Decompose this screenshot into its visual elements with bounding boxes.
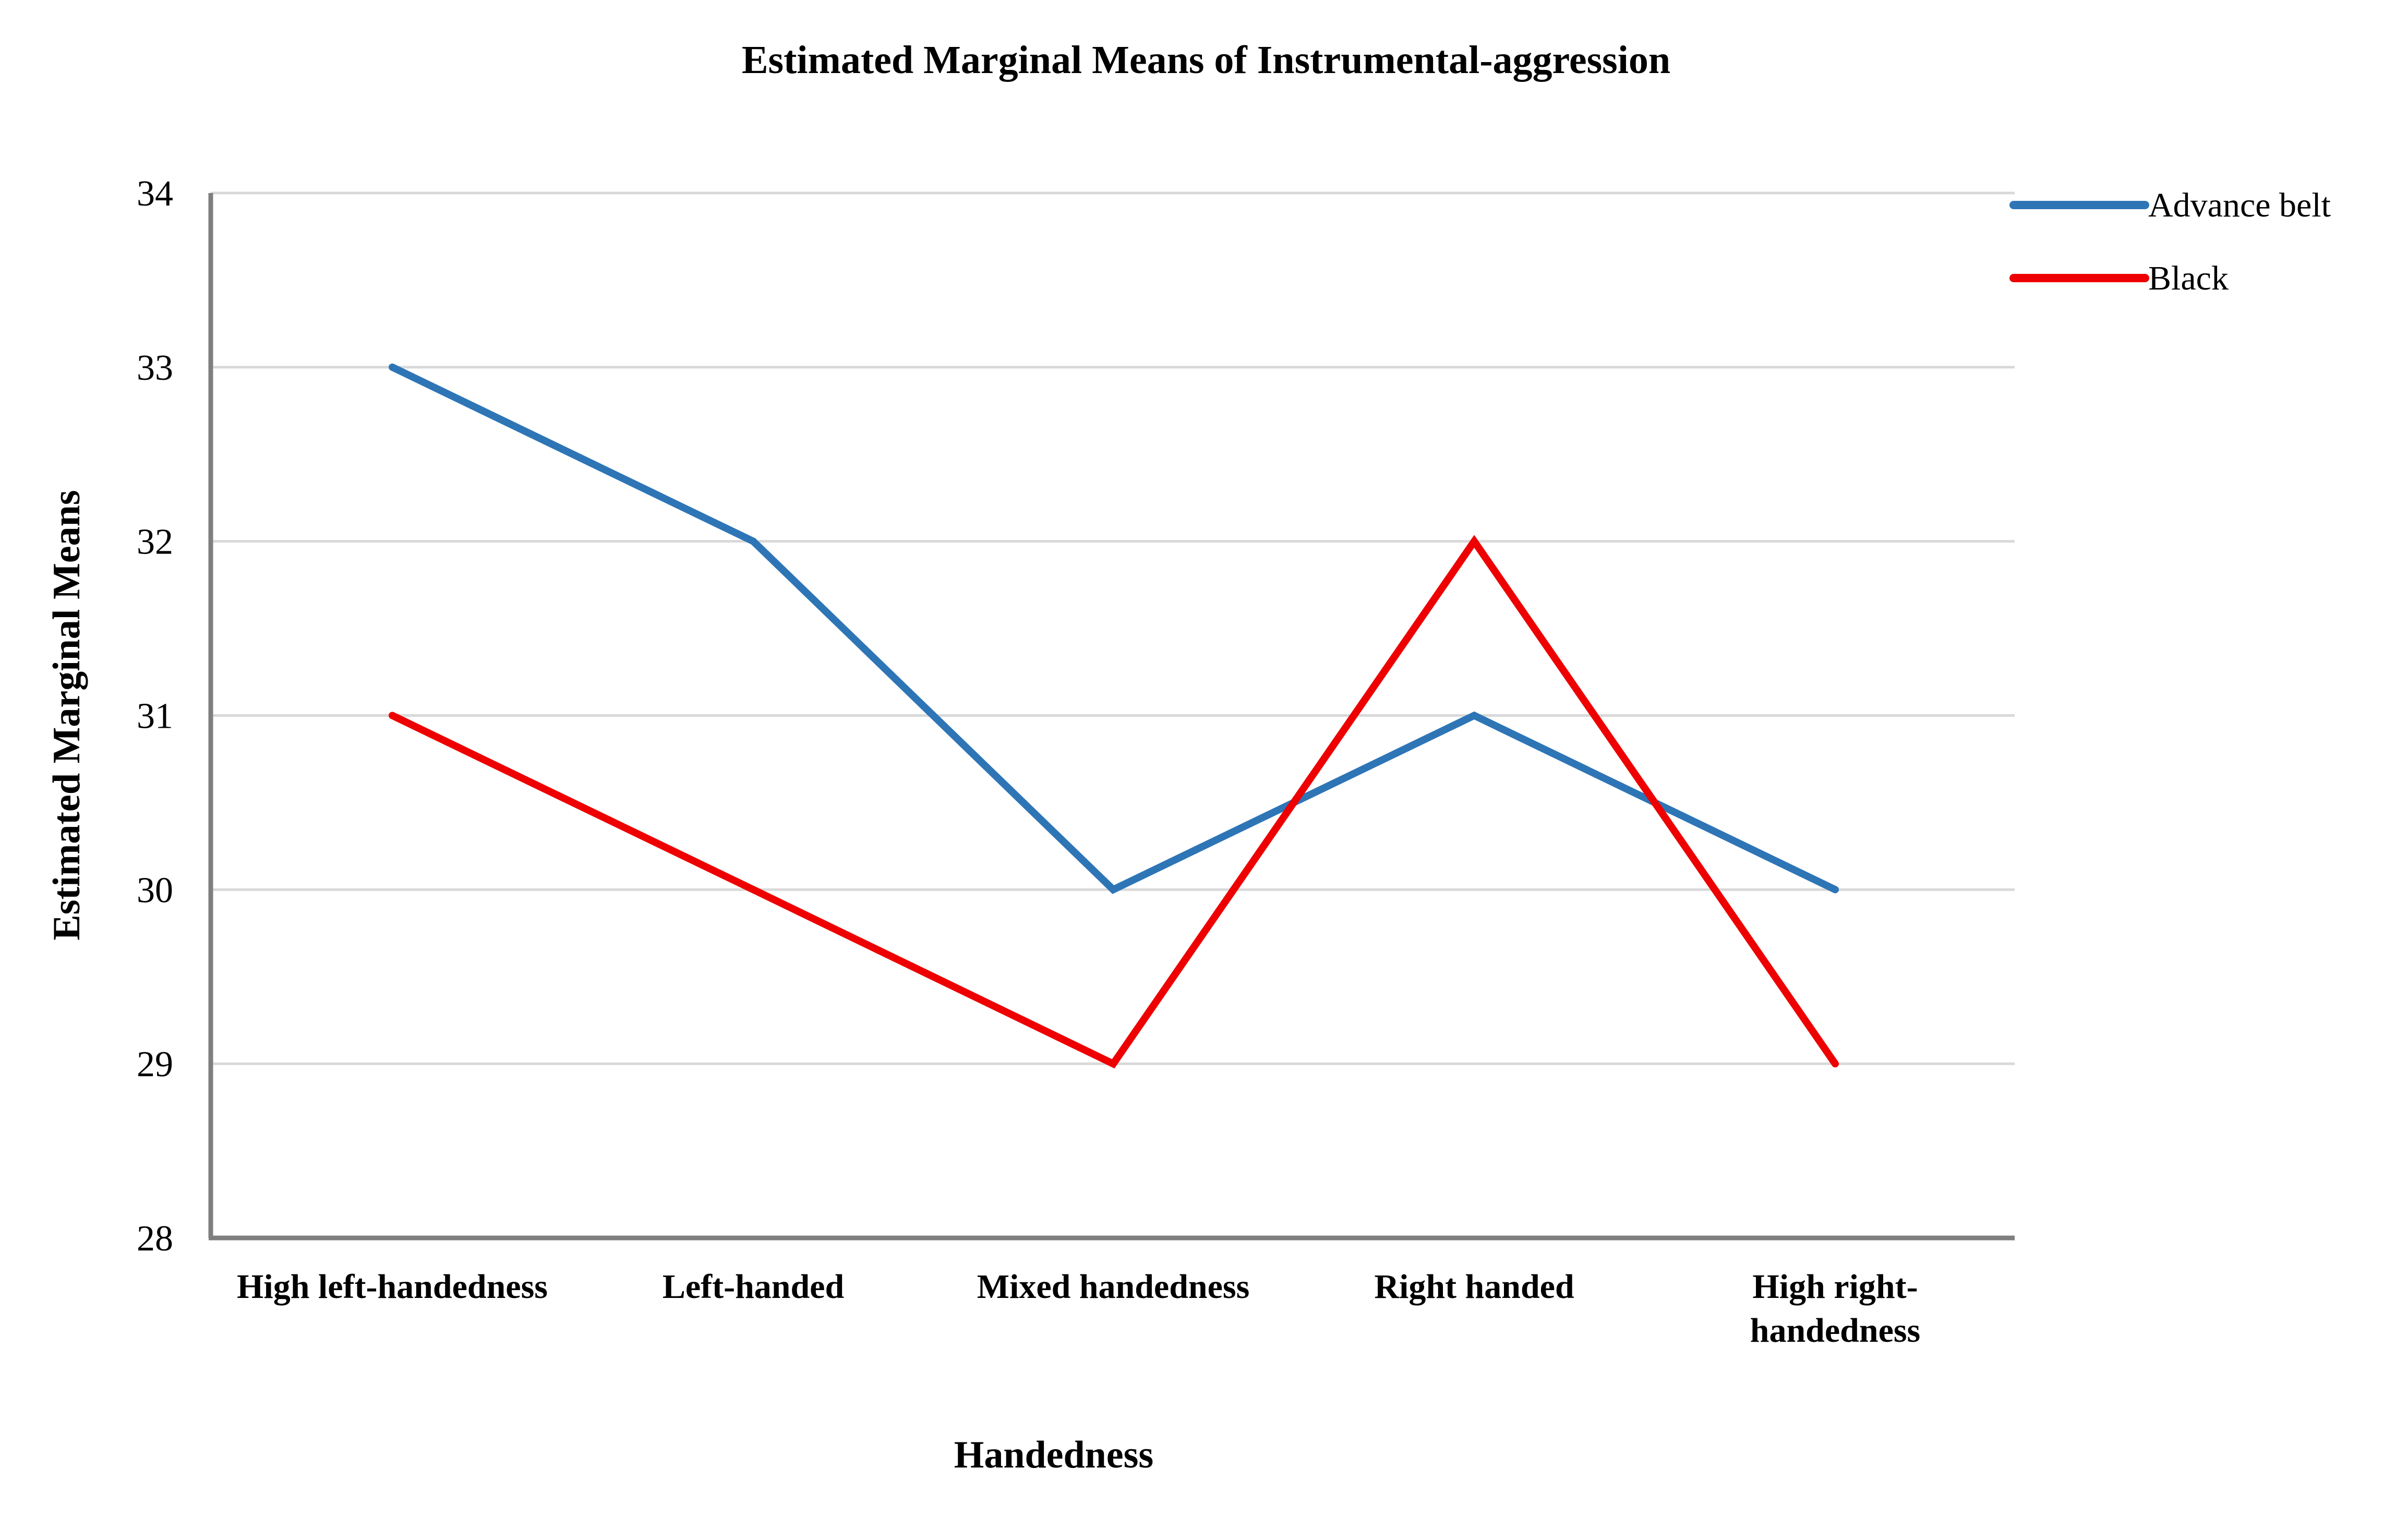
y-tick-label: 31 [137, 696, 173, 737]
y-tick-label: 32 [137, 522, 173, 562]
axes [208, 193, 2015, 1241]
x-tick-label: High left-handedness [237, 1268, 548, 1306]
chart-title: Estimated Marginal Means of Instrumental… [742, 38, 1670, 82]
data-point [750, 537, 757, 545]
y-tick-label: 30 [137, 870, 173, 910]
data-point [1832, 886, 1839, 894]
data-point [1832, 1060, 1839, 1068]
x-axis-title: Handedness [954, 1434, 1153, 1476]
x-tick-labels: High left-handedness Left-handed Mixed han… [237, 1268, 1920, 1350]
series-line-1 [390, 535, 1838, 1069]
data-point [1110, 1060, 1117, 1068]
y-tick-labels: 28 29 30 31 32 33 34 [137, 174, 173, 1259]
y-tick-label: 29 [137, 1044, 173, 1085]
legend-label: Advance belt [2148, 186, 2331, 224]
x-tick-label: Right handed [1374, 1268, 1574, 1306]
data-point [1471, 537, 1478, 545]
legend: Advance belt Black [2009, 186, 2331, 297]
data-point [1471, 712, 1478, 719]
y-tick-label: 28 [137, 1219, 173, 1259]
x-tick-label: High right-handedness [1750, 1268, 1921, 1350]
gridlines [211, 191, 2015, 1065]
data-point [389, 363, 396, 371]
y-axis-title: Estimated Marginal Means [45, 490, 88, 940]
data-point [389, 712, 396, 719]
x-tick-label: Left-handed [663, 1268, 844, 1306]
series-lines [389, 363, 1839, 1069]
legend-label: Black [2148, 259, 2229, 297]
x-tick-label: Mixed handedness [977, 1268, 1250, 1306]
y-tick-label: 34 [137, 174, 173, 214]
data-point [750, 886, 757, 894]
data-point [1110, 886, 1117, 894]
y-tick-label: 33 [137, 348, 173, 388]
series-line-0 [390, 364, 1837, 894]
